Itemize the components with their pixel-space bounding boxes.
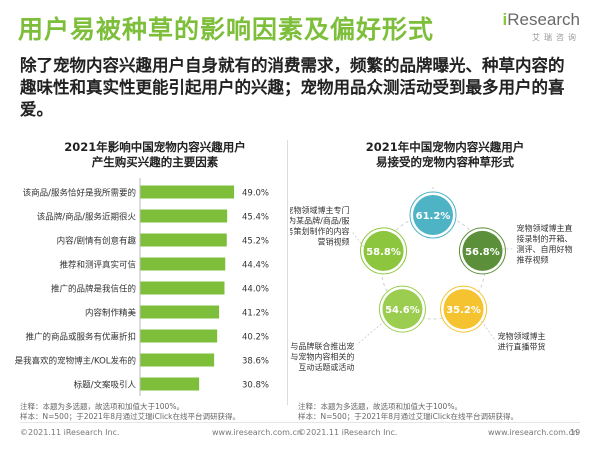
bar — [140, 233, 227, 247]
right-chart-title: 2021年中国宠物内容兴趣用户 易接受的宠物内容种草形式 — [365, 140, 525, 169]
flow-leader-line — [481, 320, 496, 342]
flow-value-label: 61.2% — [416, 211, 451, 222]
logo-wordmark: iResearch — [502, 10, 581, 29]
flow-circle — [363, 230, 404, 271]
bar-value-label: 45.4% — [242, 213, 269, 223]
bar-category-label: 推广的商品或服务有优惠折扣 — [25, 332, 136, 343]
logo-subtitle: 艾瑞咨询 — [532, 33, 580, 42]
bar-value-label: 30.8% — [242, 381, 269, 391]
bar-value-label: 40.2% — [242, 333, 269, 343]
bar-category-label: 推广的品牌是我信任的 — [51, 284, 136, 295]
flow-circle — [443, 289, 484, 330]
footer-divider — [20, 422, 580, 423]
bar — [140, 353, 215, 367]
flow-item-label: 宠物领域博主专门为某品牌/商品/服务策划制作的内容营销视频 — [290, 205, 350, 247]
bar-category-label: 该品牌/商品/服务近期很火 — [37, 212, 137, 223]
bar-value-label: 44.0% — [242, 285, 269, 295]
page-number: 19 — [570, 428, 581, 437]
bar-value-label: 41.2% — [242, 309, 269, 319]
bar — [140, 329, 218, 343]
bar-value-label: 44.4% — [242, 261, 269, 271]
bar-category-label: 标题/文案吸引人 — [74, 380, 137, 391]
flow-leader-line — [356, 320, 385, 346]
left-chart-title: 2021年影响中国宠物内容兴趣用户 产生购买兴趣的主要因素 — [64, 140, 246, 169]
left-chart-note: 注释：本题为多选题，故选项和加值大于100%。 样本：N=500；于2021年8… — [20, 402, 241, 421]
flow-value-label: 58.8% — [366, 247, 401, 258]
bar-category-label: 是我喜欢的宠物博主/KOL发布的 — [15, 356, 136, 367]
flow-circle — [462, 230, 503, 271]
flow-item-label: 宠物领域博主进行直播带货 — [498, 331, 546, 352]
bar — [140, 209, 228, 223]
right-chart-note: 注释：本题为多选题，故选项和加值大于100%。 样本：N=500；于2021年8… — [298, 402, 519, 421]
flow-value-label: 56.8% — [465, 247, 500, 258]
flow-item-label: 内容平台与品牌联合推出宠物主题、与宠物内容相关的互动话题或活动 — [290, 341, 354, 372]
bar-category-label: 推荐和测评真实可信 — [59, 260, 136, 271]
content-forms-circle-chart: 61.2%平台提供的宠物用品众测活动56.8%宠物领域博主直接录制的开箱、测评、… — [290, 185, 572, 372]
flow-circle — [382, 289, 423, 330]
bar-value-label: 45.2% — [242, 237, 269, 247]
bar-category-label: 该商品/服务恰好是我所需要的 — [23, 188, 136, 199]
flow-circle — [413, 195, 453, 235]
iresearch-logo: iResearch 艾瑞咨询 — [502, 10, 581, 48]
flow-item-label: 宠物领域博主直接录制的开箱、测评、自用好物推荐视频 — [516, 223, 572, 265]
flow-value-label: 54.6% — [385, 305, 420, 316]
bar — [140, 377, 200, 391]
footer-copyright-right: ©2021.11 iResearch Inc. — [298, 428, 398, 437]
footer-site-link-left[interactable]: www.iresearch.com.cn — [212, 428, 302, 437]
bar — [140, 257, 226, 271]
bar-value-label: 38.6% — [242, 357, 269, 367]
bar — [140, 281, 225, 295]
summary-text: 除了宠物内容兴趣用户自身就有的消费需求，频繁的品牌曝光、种草内容的趣味性和真实性… — [20, 56, 565, 119]
footer-site-link-right[interactable]: www.iresearch.com.cn — [488, 428, 578, 437]
bar-value-label: 49.0% — [242, 189, 269, 199]
bar — [140, 305, 220, 319]
footer-copyright-left: ©2021.11 iResearch Inc. — [20, 428, 120, 437]
page-title: 用户易被种草的影响因素及偏好形式 — [18, 15, 435, 44]
flow-value-label: 35.2% — [446, 305, 481, 316]
bar — [140, 185, 235, 199]
bar-category-label: 内容制作精美 — [85, 308, 137, 319]
factors-bar-chart: 该商品/服务恰好是我所需要的 49.0% 该品牌/商品/服务近期很火 45.4% 内容/… — [15, 178, 269, 396]
panel-divider — [287, 140, 288, 405]
bar-category-label: 内容/剧情有创意有趣 — [57, 236, 137, 247]
